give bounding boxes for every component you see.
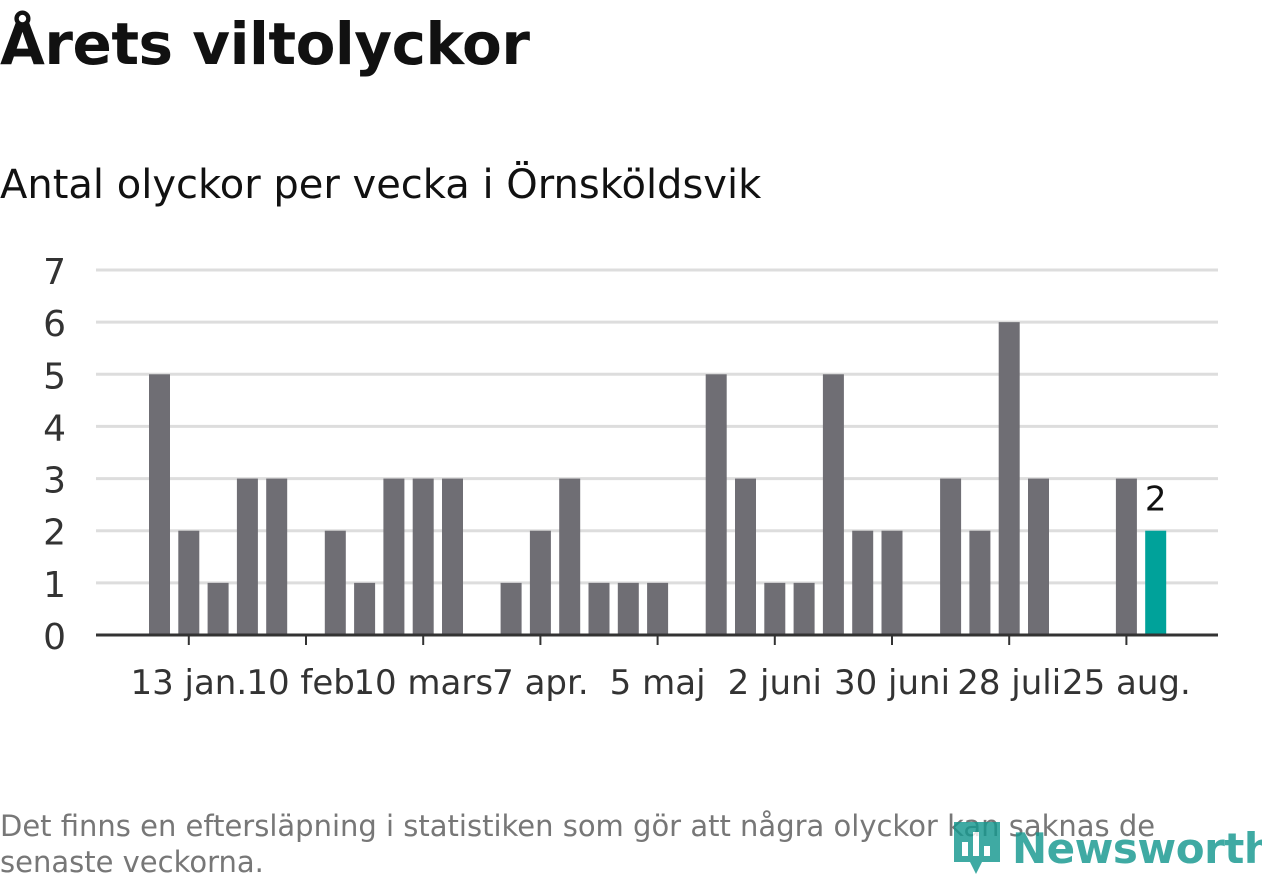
bar (1145, 530, 1167, 635)
y-tick-label: 4 (43, 408, 66, 449)
bar (735, 478, 756, 635)
y-tick-label: 1 (43, 565, 66, 606)
y-tick-label: 5 (43, 356, 66, 397)
x-tick-label: 5 maj (610, 663, 706, 703)
bar (149, 374, 170, 635)
bar (588, 582, 610, 635)
x-tick-label: 10 mars (353, 663, 493, 703)
bar (178, 530, 200, 635)
bar (881, 530, 903, 635)
bar (1115, 478, 1137, 635)
bar (383, 478, 405, 635)
bar (559, 478, 581, 635)
x-tick-label: 25 aug. (1062, 663, 1191, 703)
y-tick-label: 2 (43, 513, 66, 554)
bar (500, 582, 522, 635)
chart-subtitle: Antal olyckor per vecka i Örnsköldsvik (0, 162, 762, 208)
x-tick-label: 13 jan. (130, 663, 247, 703)
bar (647, 582, 669, 635)
bar (442, 478, 463, 635)
highlight-value-label: 2 (1145, 480, 1167, 520)
bar (705, 374, 727, 635)
chart-title: Årets viltolyckor (0, 10, 530, 78)
bar (793, 582, 815, 635)
bar (998, 322, 1020, 635)
bar (852, 530, 874, 635)
bar (617, 582, 639, 635)
bar (324, 530, 346, 635)
bar-chart: 0 1 2 3 4 5 6 7 2 13 jan. 10 feb.10 mars 7 apr. 5 ma… (43, 252, 1218, 703)
logo-text: Newsworthy (1012, 823, 1262, 873)
x-tick-label: 10 feb. (246, 663, 365, 703)
bar (207, 582, 229, 635)
bar (354, 582, 376, 635)
bar (529, 530, 551, 635)
bar (1028, 478, 1049, 635)
y-tick-label: 0 (43, 617, 66, 658)
x-tick-label: 28 juli (957, 663, 1061, 703)
bar (764, 582, 786, 635)
bar (266, 478, 288, 635)
bar (969, 530, 991, 635)
x-tick-label: 30 juni (834, 663, 950, 703)
bar (412, 478, 434, 635)
bar (822, 374, 844, 635)
y-tick-label: 6 (43, 304, 66, 345)
bar (940, 478, 962, 635)
x-tick-label: 7 apr. (492, 663, 589, 703)
y-tick-label: 7 (43, 252, 66, 293)
bar (236, 478, 258, 635)
newsworthy-logo-icon (954, 822, 1000, 874)
y-tick-label: 3 (43, 461, 66, 502)
x-tick-label: 2 juni (728, 663, 822, 703)
newsworthy-logo[interactable]: Newsworthy (952, 818, 1262, 878)
